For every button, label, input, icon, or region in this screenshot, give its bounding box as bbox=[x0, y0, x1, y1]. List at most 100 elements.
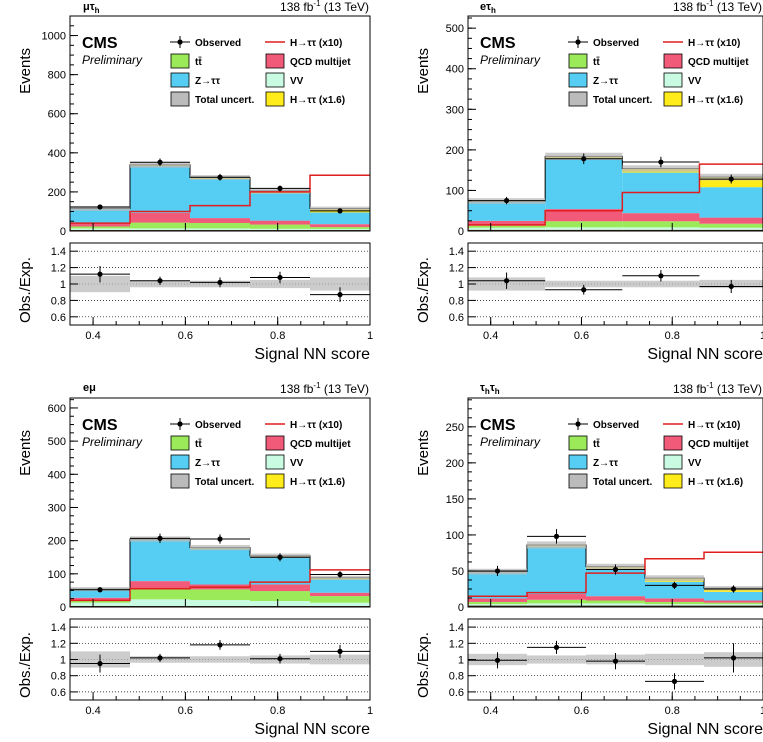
ratio-point bbox=[337, 292, 343, 298]
lumi-suffix: (13 TeV) bbox=[714, 0, 762, 14]
stack-bar-ttbar bbox=[70, 226, 130, 229]
observed-point bbox=[658, 159, 664, 165]
legend-label: Total uncert. bbox=[593, 95, 652, 106]
stack-bar-vv bbox=[699, 227, 763, 230]
y-tick-label: 600 bbox=[48, 109, 66, 121]
stack-bar-ttbar bbox=[699, 223, 763, 228]
cms-label: CMS bbox=[82, 417, 118, 434]
legend-swatch bbox=[170, 473, 190, 489]
x-axis-label: Signal NN score bbox=[254, 721, 370, 738]
ratio-plot-area bbox=[70, 250, 370, 318]
ratio-ylabel: Obs./Exp. bbox=[415, 632, 432, 698]
ratio-y-tick-label: 0.6 bbox=[51, 312, 66, 324]
stack-bar-ttbar bbox=[704, 602, 763, 605]
stack-bar-vv bbox=[70, 602, 130, 607]
stack-bar-qcd bbox=[468, 598, 527, 602]
legend-label: Observed bbox=[593, 38, 639, 49]
y-tick-label: 250 bbox=[446, 422, 464, 434]
ratio-uncertainty-band bbox=[310, 277, 370, 291]
ratio-y-tick-label: 1 bbox=[458, 279, 464, 291]
y-tick-label: 400 bbox=[446, 64, 464, 76]
y-tick-label: 0 bbox=[458, 226, 464, 238]
legend-entry-h_stack: H→ττ (x1.6) bbox=[663, 91, 743, 107]
observed-point bbox=[671, 582, 678, 588]
stack-bar-other bbox=[645, 605, 704, 607]
plot-area bbox=[70, 158, 370, 231]
main-ylabel: Events bbox=[415, 430, 432, 476]
main-ylabel: Events bbox=[17, 430, 34, 476]
stack-bar-qcd bbox=[699, 217, 763, 224]
stack-bar-other bbox=[699, 229, 763, 231]
ratio-point bbox=[730, 655, 737, 661]
ratio-point bbox=[277, 274, 283, 281]
legend-swatch bbox=[568, 473, 588, 489]
y-tick-label: 400 bbox=[48, 469, 66, 481]
ratio-uncertainty-band bbox=[190, 656, 250, 663]
legend-label: QCD multijet bbox=[290, 57, 351, 68]
ratio-plot-area bbox=[468, 626, 763, 693]
ratio-uncertainty-band bbox=[70, 275, 130, 293]
stack-bar-qcd bbox=[130, 212, 190, 223]
stack-bar-vv bbox=[545, 227, 623, 230]
x-tick-label: 0.4 bbox=[483, 705, 498, 717]
ratio-plot-area bbox=[70, 626, 370, 693]
ratio-point bbox=[157, 655, 163, 661]
y-tick-label: 200 bbox=[446, 145, 464, 157]
stack-bar-vv bbox=[70, 228, 130, 231]
x-tick-label: 0.4 bbox=[85, 330, 100, 342]
legend-entry-unc: Total uncert. bbox=[568, 473, 652, 489]
signal-line bbox=[70, 174, 370, 231]
legend-entry-qcd: QCD multijet bbox=[265, 53, 351, 69]
x-tick-label: 0.6 bbox=[178, 705, 193, 717]
x-tick-label: 1 bbox=[367, 330, 373, 342]
ratio-point bbox=[157, 278, 163, 284]
ratio-panel: 0.6 0.8 1 1.2 1.4 0.4 0.6 0.8 1 Obs./Exp. Signal N… bbox=[415, 618, 763, 738]
legend-entry-observed: Observed bbox=[568, 418, 639, 431]
ratio-y-tick-label: 0.6 bbox=[449, 312, 464, 324]
stack-bar-ztt bbox=[310, 212, 370, 225]
stack-bar-qcd bbox=[622, 213, 700, 222]
x-tick-label: 0.8 bbox=[665, 705, 680, 717]
legend-label: Observed bbox=[593, 420, 639, 431]
ratio-y-tick-label: 1 bbox=[60, 655, 66, 667]
legend-swatch bbox=[663, 72, 683, 88]
stack-bar-other bbox=[622, 229, 700, 231]
stack-bar-other bbox=[545, 229, 623, 231]
ratio-y-tick-label: 1 bbox=[458, 655, 464, 667]
stack-bar-ztt bbox=[545, 158, 623, 210]
stack-bar-vv bbox=[468, 604, 527, 606]
legend-swatch bbox=[170, 53, 190, 69]
lumi-exp: -1 bbox=[706, 381, 714, 390]
stack-bar-qcd bbox=[645, 598, 704, 602]
stack-bar-ttbar bbox=[130, 222, 190, 229]
legend-label: H→ττ (x10) bbox=[688, 38, 740, 49]
chart-panel-3: 0 100 200 300 400 500 600 Events eμ 138 fb-1 (13 … bbox=[17, 381, 373, 738]
observed-point bbox=[277, 185, 283, 191]
stack-bar-ttbar bbox=[250, 224, 310, 229]
observed-point bbox=[217, 174, 223, 180]
ratio-panel: 0.6 0.8 1 1.2 1.4 0.4 0.6 0.8 1 Obs./Exp. Signal N… bbox=[17, 242, 373, 363]
stack-bar-ztt bbox=[468, 572, 527, 599]
ratio-y-tick-label: 0.8 bbox=[449, 671, 464, 683]
legend-marker bbox=[575, 39, 581, 45]
stack-bar-ttbar bbox=[190, 589, 250, 601]
legend-swatch bbox=[568, 53, 588, 69]
uncertainty-band bbox=[622, 165, 700, 172]
x-tick-label: 0.4 bbox=[85, 705, 100, 717]
legend-swatch bbox=[170, 91, 190, 107]
stack-bar-ttbar bbox=[586, 600, 645, 604]
stack-bar-other bbox=[468, 605, 527, 607]
legend-label: Total uncert. bbox=[195, 477, 254, 488]
y-tick-label: 500 bbox=[48, 436, 66, 448]
legend-label: Observed bbox=[195, 420, 241, 431]
uncertainty-band bbox=[190, 544, 250, 551]
stack-bar-vv bbox=[250, 228, 310, 231]
lumi-exp: -1 bbox=[313, 381, 321, 390]
observed-point bbox=[494, 568, 501, 574]
ratio-point bbox=[553, 644, 560, 650]
plot-area bbox=[468, 152, 763, 231]
channel-sub: h bbox=[485, 387, 490, 396]
x-tick-label: 1 bbox=[760, 330, 763, 342]
channel-title: μτh bbox=[83, 1, 100, 15]
ratio-point bbox=[612, 658, 619, 664]
